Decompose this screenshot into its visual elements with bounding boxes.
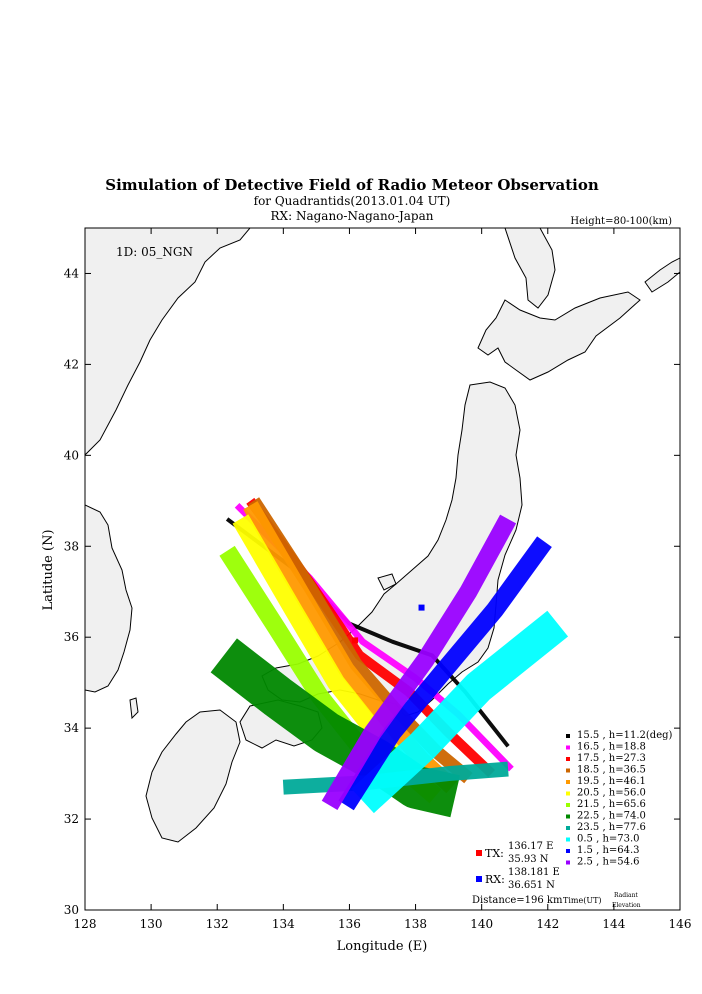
y-tick-label: 36 [64, 630, 79, 644]
legend-swatch [566, 849, 570, 853]
y-tick-label: 44 [64, 266, 80, 280]
x-tick-label: 132 [206, 917, 229, 931]
legend-footer-elevation: Elevation [612, 902, 641, 909]
mainland-landmass [85, 228, 251, 456]
y-tick-label: 34 [64, 721, 80, 735]
rx-label: RX: [485, 873, 505, 886]
kuril-islands [644, 257, 680, 293]
legend-label: 20.5 , h=56.0 [577, 788, 646, 799]
rx-location-line: RX: Nagano-Nagano-Japan [271, 209, 434, 223]
rx-longitude: 138.181 E [508, 867, 560, 878]
tx-marker [352, 637, 359, 644]
x-tick-label: 136 [338, 917, 361, 931]
korea-peninsula [85, 504, 133, 693]
y-tick-label: 42 [64, 357, 79, 371]
x-tick-label: 144 [602, 917, 625, 931]
plot-frame [84, 227, 681, 911]
rx-key-swatch [476, 876, 482, 882]
legend-label: 2.5 , h=54.6 [577, 857, 640, 868]
id-label: 1D: 05_NGN [116, 245, 193, 259]
legend-label: 23.5 , h=77.6 [577, 822, 646, 833]
hokkaido [477, 291, 641, 381]
legend-swatch [566, 734, 570, 738]
x-axis-label: Longitude (E) [337, 939, 428, 954]
legend-footer-radiant: Radiant [614, 892, 638, 899]
legend-swatch [566, 826, 570, 830]
x-tick-label: 140 [470, 917, 493, 931]
legend: 15.5 , h=11.2(deg)16.5 , h=18.817.5 , h=… [566, 730, 673, 868]
legend-swatch [566, 780, 570, 784]
legend-swatch [566, 757, 570, 761]
band-19-5 [243, 501, 458, 794]
legend-label: 19.5 , h=46.1 [577, 776, 646, 787]
rx-marker [418, 604, 425, 611]
legend-label: 22.5 , h=74.0 [577, 811, 646, 822]
map-subtitle: for Quadrantids(2013.01.04 UT) [254, 194, 451, 208]
tx-label: TX: [485, 847, 504, 860]
x-tick-label: 142 [536, 917, 559, 931]
sakhalin [504, 228, 556, 309]
x-tick-label: 128 [74, 917, 97, 931]
tx-longitude: 136.17 E [508, 841, 553, 852]
legend-label: 18.5 , h=36.5 [577, 765, 646, 776]
legend-label: 16.5 , h=18.8 [577, 742, 646, 753]
height-note: Height=80-100(km) [570, 216, 672, 227]
tx-key-swatch [476, 850, 482, 856]
legend-label: 15.5 , h=11.2(deg) [577, 730, 673, 741]
band-2-5 [321, 514, 517, 811]
sado-island [377, 573, 397, 591]
legend-swatch [566, 860, 570, 865]
x-tick-label: 134 [272, 917, 295, 931]
band-18-5 [248, 497, 473, 784]
legend-swatch [566, 791, 570, 796]
tsushima-island [129, 697, 139, 720]
detection-bands [210, 497, 569, 818]
kyushu [145, 709, 241, 843]
legend-label: 21.5 , h=65.6 [577, 799, 646, 810]
legend-label: 0.5 , h=73.0 [577, 834, 640, 845]
x-tick-label: 130 [140, 917, 163, 931]
legend-swatch [566, 814, 570, 819]
y-axis-ticks: 30 32 34 36 38 40 42 44 [64, 266, 680, 917]
band-0-5 [351, 610, 569, 814]
tx-latitude: 35.93 N [508, 854, 549, 865]
y-tick-label: 32 [64, 812, 79, 826]
legend-swatch [566, 745, 570, 750]
x-tick-label: 138 [404, 917, 427, 931]
land-layer [85, 228, 680, 843]
legend-swatch [566, 837, 570, 842]
legend-label: 1.5 , h=64.3 [577, 845, 640, 856]
y-tick-label: 38 [64, 539, 79, 553]
band-22-5 [210, 638, 461, 818]
band-1-5 [338, 536, 552, 811]
legend-swatch [566, 768, 570, 773]
y-tick-label: 30 [64, 903, 79, 917]
rx-latitude: 36.651 N [508, 880, 555, 891]
legend-swatch [566, 803, 570, 807]
legend-label: 17.5 , h=27.3 [577, 753, 646, 764]
legend-footer-time: Time(UT) [563, 896, 602, 905]
distance-label: Distance=196 km [472, 895, 563, 906]
map-title: Simulation of Detective Field of Radio M… [105, 176, 599, 194]
x-tick-label: 146 [669, 917, 692, 931]
x-axis-ticks: 128 130 132 134 136 138 140 142 144 146 [74, 228, 692, 931]
y-tick-label: 40 [64, 448, 79, 462]
y-axis-label: Latitude (N) [41, 529, 56, 610]
